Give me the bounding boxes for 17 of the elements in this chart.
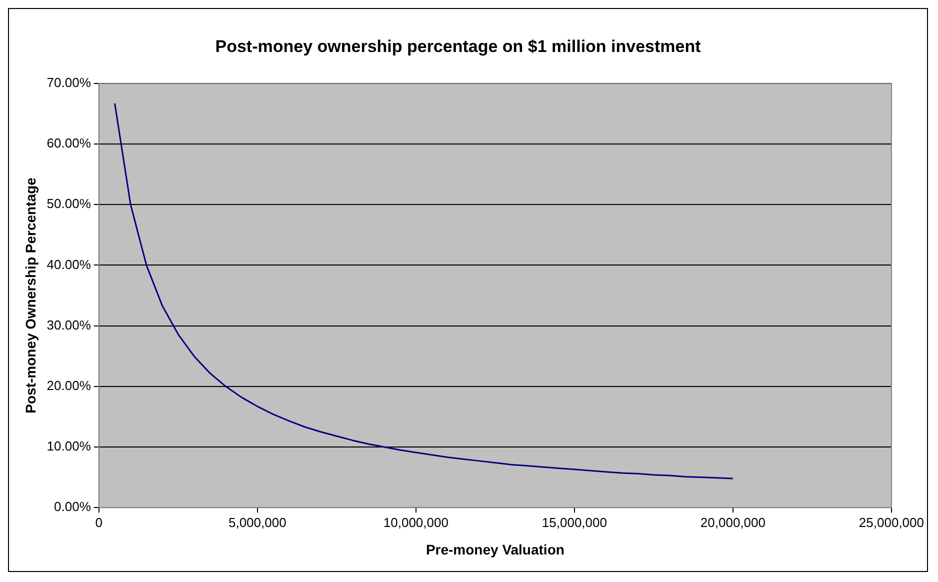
y-tick-label: 50.00%: [46, 196, 92, 212]
y-tick-label: 20.00%: [46, 378, 92, 393]
chart-title: Post-money ownership percentage on $1 million investment: [215, 36, 702, 56]
y-tick-label: 70.00%: [46, 74, 92, 90]
x-tick-label: 5,000,000: [228, 514, 286, 530]
x-tick-label: 20,000,000: [700, 514, 766, 530]
y-tick-label: 60.00%: [46, 136, 92, 151]
y-tick-label: 30.00%: [46, 317, 92, 332]
x-tick-label: 0: [95, 514, 103, 530]
y-tick-label: 0.00%: [54, 499, 92, 514]
y-tick-label: 40.00%: [46, 256, 92, 272]
x-tick-label: 25,000,000: [858, 514, 924, 530]
x-tick-label: 15,000,000: [542, 514, 607, 530]
y-tick-label: 10.00%: [46, 438, 92, 454]
x-tick-label: 10,000,000: [383, 514, 448, 530]
x-axis-title: Pre-money Valuation: [426, 541, 564, 558]
y-axis-title: Post-money Ownership Percentage: [22, 177, 38, 414]
